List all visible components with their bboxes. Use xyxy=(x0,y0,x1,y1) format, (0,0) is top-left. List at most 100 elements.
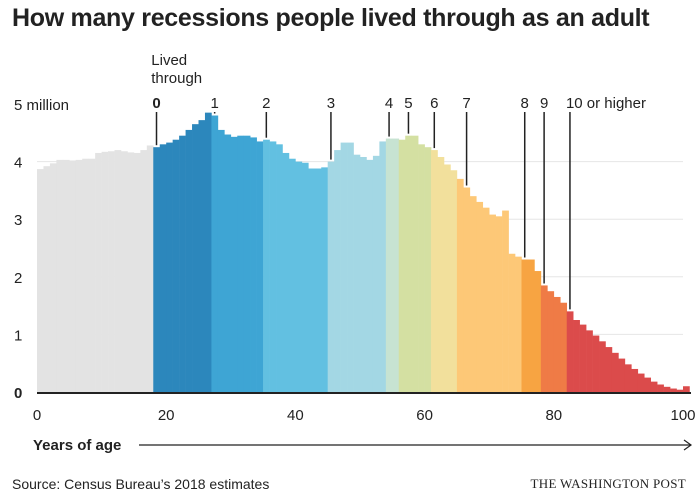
bar-age-22 xyxy=(179,135,186,392)
y-tick-label: 4 xyxy=(14,155,22,172)
bar-age-84 xyxy=(579,324,587,392)
bar-age-86 xyxy=(592,335,600,392)
x-axis-label: Years of age xyxy=(33,437,121,454)
bar-age-15 xyxy=(133,152,141,392)
bar-age-39 xyxy=(288,158,296,392)
bar-age-90 xyxy=(618,358,626,392)
bar-age-43 xyxy=(314,168,322,392)
bar-age-89 xyxy=(611,352,619,392)
bar-age-50 xyxy=(360,156,367,392)
bar-age-21 xyxy=(172,139,180,392)
bar-age-40 xyxy=(295,161,303,392)
bar-age-24 xyxy=(192,124,199,392)
x-tick-label: 80 xyxy=(545,407,562,424)
bar-age-78 xyxy=(540,285,548,392)
bar-age-59 xyxy=(418,144,425,392)
bar-age-38 xyxy=(282,152,290,392)
bar-age-18 xyxy=(153,147,161,392)
bar-age-92 xyxy=(631,368,639,392)
bar-age-63 xyxy=(443,164,451,392)
bar-age-7 xyxy=(82,158,89,392)
bar-age-44 xyxy=(321,167,328,392)
y-tick-label: 1 xyxy=(14,327,22,344)
x-tick-label: 60 xyxy=(416,407,433,424)
bar-age-94 xyxy=(644,377,651,392)
bar-age-27 xyxy=(211,115,219,393)
bar-age-82 xyxy=(566,311,574,392)
bar-age-83 xyxy=(573,320,580,392)
bar-age-88 xyxy=(605,347,613,392)
bar-age-64 xyxy=(450,170,458,392)
bar-age-61 xyxy=(431,150,438,392)
bar-age-45 xyxy=(327,161,335,392)
bar-age-68 xyxy=(476,201,484,392)
bar-age-71 xyxy=(495,216,503,392)
bar-age-99 xyxy=(676,389,684,392)
bar-age-93 xyxy=(637,373,645,392)
bar-age-28 xyxy=(217,129,225,393)
bar-age-11 xyxy=(108,151,115,392)
bar-age-17 xyxy=(146,145,154,392)
bar-age-46 xyxy=(334,150,341,392)
bar-age-36 xyxy=(269,141,277,392)
x-axis-arrowhead xyxy=(683,439,693,451)
bar-age-1 xyxy=(43,166,51,392)
bar-age-32 xyxy=(243,135,251,392)
lived-through-line: through xyxy=(151,70,202,87)
group-label: 2 xyxy=(262,95,270,112)
bar-age-96 xyxy=(657,384,664,392)
bar-age-9 xyxy=(95,152,102,392)
bar-age-100 xyxy=(683,386,690,392)
group-label: 6 xyxy=(430,95,438,112)
bar-age-98 xyxy=(670,388,677,392)
bar-age-2 xyxy=(49,163,57,392)
bar-age-47 xyxy=(340,142,348,392)
bar-age-34 xyxy=(256,141,264,392)
publisher-credit: THE WASHINGTON POST xyxy=(530,476,686,491)
bar-age-5 xyxy=(69,160,77,392)
lived-through-label: Lived through xyxy=(151,52,202,87)
bar-age-29 xyxy=(224,134,232,392)
bar-age-52 xyxy=(372,155,380,392)
group-label: 0 xyxy=(152,95,160,112)
bar-age-79 xyxy=(547,291,555,392)
bar-age-80 xyxy=(553,296,561,392)
source-note: Source: Census Bureau’s 2018 estimates xyxy=(12,476,270,492)
bar-age-56 xyxy=(398,139,406,392)
bar-age-73 xyxy=(508,253,516,392)
bar-age-23 xyxy=(185,129,193,393)
bar-age-87 xyxy=(599,341,606,392)
x-tick-label: 40 xyxy=(287,407,304,424)
y-tick-label: 3 xyxy=(14,212,22,229)
group-label: 8 xyxy=(521,95,529,112)
bar-age-55 xyxy=(392,138,400,392)
bar-age-85 xyxy=(586,330,593,392)
bar-age-4 xyxy=(62,159,70,392)
bar-age-66 xyxy=(463,187,471,392)
bar-age-53 xyxy=(379,141,387,392)
bar-age-72 xyxy=(502,210,509,392)
group-label: 7 xyxy=(462,95,470,112)
bar-age-69 xyxy=(482,207,490,392)
group-label: 1 xyxy=(210,95,218,112)
bar-age-91 xyxy=(624,364,632,392)
bar-age-54 xyxy=(385,138,393,392)
bar-age-58 xyxy=(411,135,419,392)
bar-age-41 xyxy=(301,162,309,392)
group-label: 3 xyxy=(327,95,335,112)
bar-age-33 xyxy=(250,137,257,392)
bar-age-65 xyxy=(456,178,464,392)
bar-age-20 xyxy=(166,142,173,392)
bar-age-30 xyxy=(230,136,238,392)
x-axis: 0 20 40 60 80 100 xyxy=(33,407,696,424)
bar-age-67 xyxy=(469,196,477,392)
x-tick-label: 100 xyxy=(670,407,695,424)
bar-age-35 xyxy=(263,139,270,392)
bar-age-37 xyxy=(276,144,283,392)
bar-age-6 xyxy=(75,159,83,392)
lived-through-line: Lived xyxy=(151,52,187,69)
bar-age-51 xyxy=(366,159,374,392)
bar-age-60 xyxy=(424,147,432,392)
group-label: 10 or higher xyxy=(566,95,646,112)
bar-age-76 xyxy=(527,259,535,392)
